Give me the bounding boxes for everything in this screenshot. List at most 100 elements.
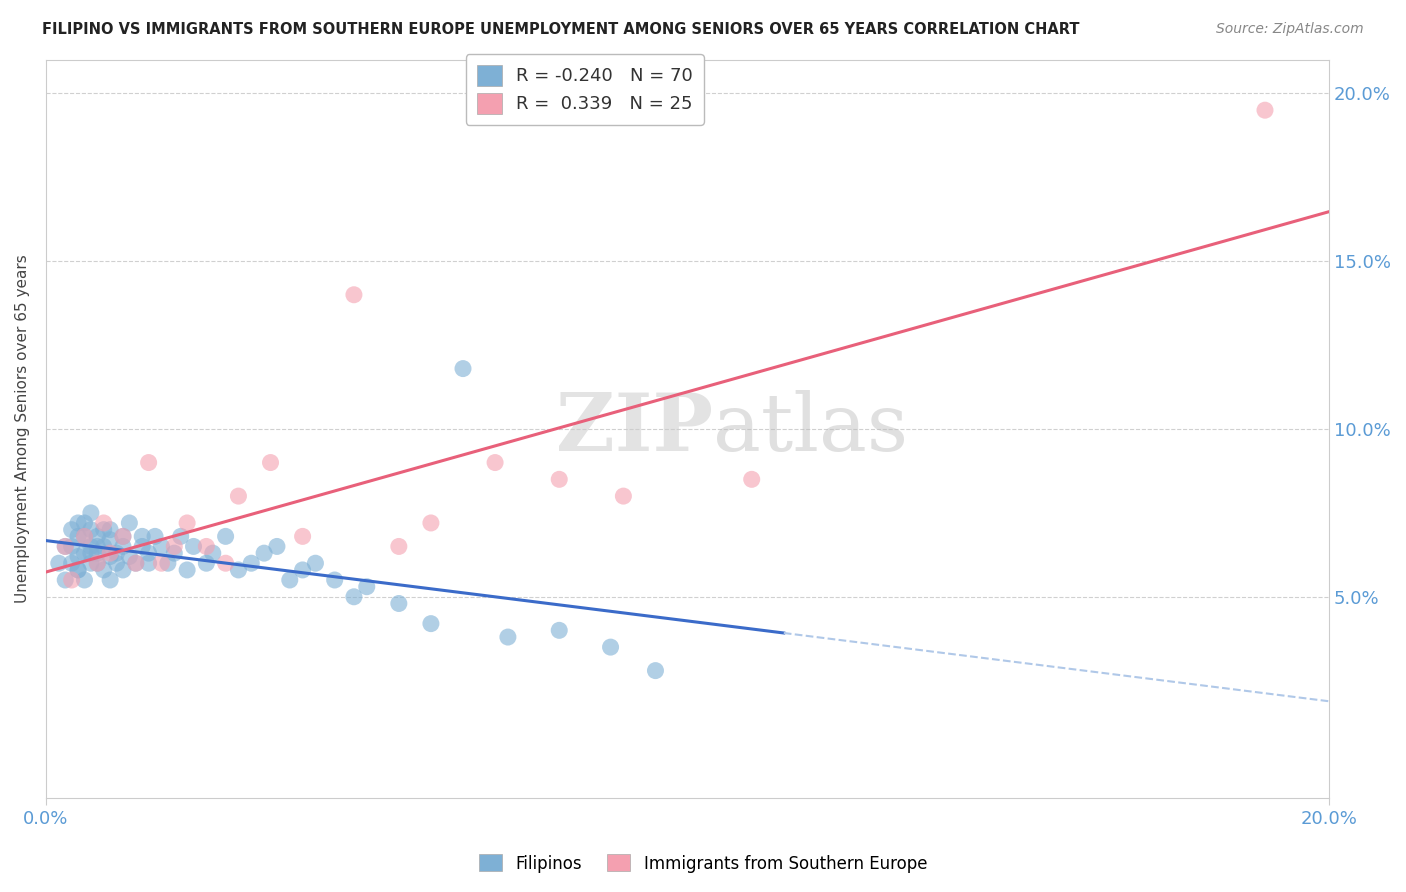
Point (138, 546, 160, 560)
Point (60, 523, 83, 537)
Point (214, 556, 236, 570)
Point (53, 540, 76, 554)
Text: Source: ZipAtlas.com: Source: ZipAtlas.com (1216, 22, 1364, 37)
Point (612, 489, 634, 503)
Point (86, 540, 108, 554)
Point (53, 540, 76, 554)
Point (131, 540, 153, 554)
Point (73, 546, 96, 560)
Point (98, 573, 121, 587)
Point (93, 563, 115, 577)
Point (195, 556, 218, 570)
Point (67, 549, 90, 564)
Point (67, 529, 90, 543)
Text: ZIP: ZIP (557, 390, 713, 468)
Point (201, 546, 224, 560)
Point (60, 556, 83, 570)
Point (125, 556, 148, 570)
Point (163, 540, 186, 554)
Point (60, 573, 83, 587)
Point (343, 590, 366, 604)
Point (105, 546, 128, 560)
Point (214, 529, 236, 543)
Legend: R = -0.240   N = 70, R =  0.339   N = 25: R = -0.240 N = 70, R = 0.339 N = 25 (465, 54, 704, 125)
Point (118, 549, 141, 564)
Point (111, 540, 134, 554)
Point (253, 546, 276, 560)
Point (266, 540, 288, 554)
Point (195, 540, 218, 554)
Point (356, 580, 378, 594)
Point (484, 456, 506, 470)
Point (86, 556, 108, 570)
Point (183, 540, 205, 554)
Point (419, 516, 441, 530)
Point (118, 516, 141, 530)
Point (86, 546, 108, 560)
Point (388, 597, 411, 611)
Point (73, 529, 96, 543)
Point (343, 287, 366, 301)
Point (388, 540, 411, 554)
Point (291, 529, 314, 543)
Point (278, 573, 301, 587)
Point (125, 556, 148, 570)
Point (80, 540, 103, 554)
Point (98, 546, 121, 560)
Point (73, 573, 96, 587)
Point (1254, 103, 1277, 118)
Point (291, 563, 314, 577)
Point (80, 523, 103, 537)
Point (131, 529, 153, 543)
Point (138, 456, 160, 470)
Point (80, 556, 103, 570)
Point (451, 361, 474, 376)
Point (67, 563, 90, 577)
Point (323, 573, 346, 587)
Point (170, 529, 193, 543)
Point (86, 556, 108, 570)
Point (176, 516, 198, 530)
Point (111, 563, 134, 577)
Text: FILIPINO VS IMMIGRANTS FROM SOUTHERN EUROPE UNEMPLOYMENT AMONG SENIORS OVER 65 Y: FILIPINO VS IMMIGRANTS FROM SOUTHERN EUR… (42, 22, 1080, 37)
Point (73, 516, 96, 530)
Point (80, 546, 103, 560)
Point (111, 529, 134, 543)
Point (60, 540, 83, 554)
Point (93, 540, 115, 554)
Point (228, 489, 250, 503)
Point (240, 556, 263, 570)
Point (93, 523, 115, 537)
Point (98, 533, 121, 547)
Point (548, 624, 571, 638)
Point (741, 472, 763, 486)
Point (67, 563, 90, 577)
Point (150, 540, 173, 554)
Point (143, 529, 166, 543)
Point (496, 630, 519, 644)
Point (176, 563, 198, 577)
Point (48, 556, 70, 570)
Point (67, 516, 90, 530)
Point (419, 616, 441, 631)
Point (599, 640, 621, 654)
Point (259, 456, 281, 470)
Point (548, 472, 571, 486)
Point (80, 506, 103, 520)
Point (93, 516, 115, 530)
Point (105, 556, 128, 570)
Point (150, 556, 173, 570)
Point (163, 546, 186, 560)
Point (304, 556, 326, 570)
Point (98, 549, 121, 564)
Point (156, 556, 179, 570)
Text: atlas: atlas (713, 390, 908, 468)
Point (111, 529, 134, 543)
Y-axis label: Unemployment Among Seniors over 65 years: Unemployment Among Seniors over 65 years (15, 254, 30, 603)
Point (73, 529, 96, 543)
Point (86, 529, 108, 543)
Point (644, 664, 666, 678)
Point (138, 556, 160, 570)
Point (98, 523, 121, 537)
Point (228, 563, 250, 577)
